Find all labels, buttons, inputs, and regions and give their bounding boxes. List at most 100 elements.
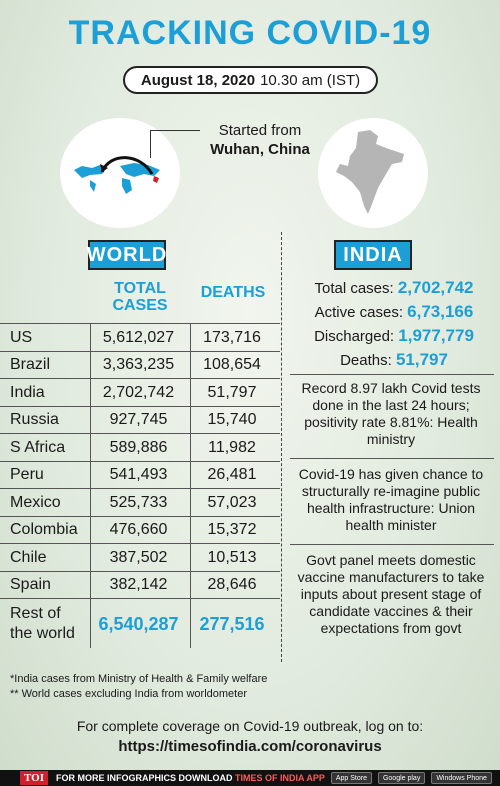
stat-label: Deaths: <box>340 352 392 369</box>
india-stat-total: Total cases: 2,702,742 <box>288 276 500 300</box>
app-store-badge[interactable]: App Store <box>330 772 372 784</box>
table-row: Chile 387,502 10,513 <box>0 546 280 569</box>
india-stat-deaths: Deaths: 51,797 <box>288 348 500 372</box>
total-cases-cell: 382,142 <box>109 576 168 593</box>
map-land-americas <box>74 165 106 178</box>
stat-value: 2,702,742 <box>397 278 474 297</box>
deaths-cell: 15,740 <box>207 411 257 428</box>
table-row: Colombia 476,660 15,372 <box>0 519 280 542</box>
deaths-cell: 51,797 <box>207 383 257 401</box>
table-row: US 5,612,027 173,716 <box>0 326 280 349</box>
india-note-vaccine: Govt panel meets domestic vaccine manufa… <box>297 552 485 636</box>
country-cell: Russia <box>10 411 59 428</box>
table-divider <box>0 323 280 324</box>
country-cell: Chile <box>10 548 47 566</box>
country-cell: India <box>10 383 45 401</box>
table-row: S Africa 589,886 11,982 <box>0 436 280 459</box>
table-row: Mexico 525,733 57,023 <box>0 491 280 514</box>
toi-logo: TOI <box>20 771 48 785</box>
stat-label: Active cases: <box>314 304 403 321</box>
india-outline <box>336 130 404 214</box>
india-banner: INDIA <box>334 240 412 270</box>
total-cases-cell: 589,886 <box>109 438 168 456</box>
india-divider-3 <box>290 544 494 545</box>
stat-value: 6,73,166 <box>407 302 474 321</box>
country-cell: Brazil <box>10 356 51 373</box>
origin-line1: Started from <box>218 122 302 139</box>
deaths-cell: 173,716 <box>203 328 261 346</box>
deaths-cell: 10,513 <box>207 548 257 566</box>
india-stat-discharged: Discharged: 1,977,779 <box>288 324 500 348</box>
rest-total: 6,540,287 <box>98 613 179 634</box>
arrow-head-icon <box>100 164 108 172</box>
table-divider <box>0 378 280 379</box>
total-cases-cell: 476,660 <box>109 521 168 538</box>
table-row: Peru 541,493 26,481 <box>0 464 280 487</box>
table-divider <box>0 543 280 544</box>
table-divider <box>0 433 280 434</box>
windows-phone-badge[interactable]: Windows Phone <box>431 772 492 784</box>
total-cases-cell: 541,493 <box>109 466 168 483</box>
leader-line-vertical <box>150 130 151 158</box>
footnote-india: *India cases from Ministry of Health & F… <box>10 673 268 685</box>
deaths-cell: 26,481 <box>207 466 257 483</box>
app-promo: FOR MORE INFOGRAPHICS DOWNLOAD TIMES OF … <box>56 773 325 783</box>
section-divider <box>281 232 282 662</box>
total-cases-cell: 3,363,235 <box>102 356 175 373</box>
date-pill: August 18, 2020 10.30 am (IST) <box>123 66 378 94</box>
app-promo-text: FOR MORE INFOGRAPHICS DOWNLOAD <box>55 773 235 783</box>
stat-label: Total cases: <box>314 280 394 297</box>
bottom-bar: TOI FOR MORE INFOGRAPHICS DOWNLOAD TIMES… <box>0 770 500 786</box>
country-cell: Peru <box>10 466 44 483</box>
total-cases-cell: 525,733 <box>109 493 168 511</box>
map-china-marker <box>153 176 159 183</box>
table-divider <box>0 350 280 352</box>
rest-deaths: 277,516 <box>199 613 265 634</box>
rest-label: Rest of the world <box>10 604 75 644</box>
table-row-rest: Rest of the world 6,540,287 277,516 <box>0 604 280 644</box>
footnote-world: ** World cases excluding India from worl… <box>10 688 248 700</box>
country-cell: Mexico <box>10 493 61 511</box>
world-map-graphic <box>74 156 160 194</box>
footnotes: *India cases from Ministry of Health & F… <box>10 672 267 702</box>
origin-line2: Wuhan, China <box>210 141 310 158</box>
india-stats: Total cases: 2,702,742 Active cases: 6,7… <box>288 276 500 372</box>
world-banner: WORLD <box>87 240 166 270</box>
table-divider <box>0 460 280 462</box>
leader-line <box>150 130 200 131</box>
india-divider-1 <box>290 374 494 375</box>
table-divider <box>0 598 280 599</box>
page-title: TRACKING COVID-19 <box>68 14 432 52</box>
deaths-cell: 28,646 <box>207 576 257 593</box>
table-divider <box>0 515 280 517</box>
stat-value: 51,797 <box>395 350 448 369</box>
rest-label-line1: Rest of <box>10 605 61 622</box>
country-cell: S Africa <box>10 438 66 456</box>
india-divider-2 <box>290 458 494 459</box>
footer-link[interactable]: https://timesofindia.com/coronavirus <box>118 738 382 755</box>
world-map <box>60 118 180 228</box>
map-land-africa <box>122 178 132 194</box>
country-cell: Spain <box>10 576 51 593</box>
date-text: August 18, 2020 <box>140 71 256 89</box>
table-row: Russia 927,745 15,740 <box>0 409 280 432</box>
stat-label: Discharged: <box>314 328 395 345</box>
india-map-graphic <box>336 130 404 214</box>
india-stat-active: Active cases: 6,73,166 <box>288 300 500 324</box>
table-row: Spain 382,142 28,646 <box>0 574 280 597</box>
deaths-cell: 108,654 <box>203 356 261 373</box>
map-land-eurasia <box>120 163 160 177</box>
total-cases-cell: 5,612,027 <box>102 328 175 346</box>
stat-value: 1,977,779 <box>398 326 474 345</box>
india-note-tests: Record 8.97 lakh Covid tests done in the… <box>301 380 481 447</box>
footer-text: For complete coverage on Covid-19 outbre… <box>76 718 424 734</box>
india-map <box>318 118 428 228</box>
india-note-infrastructure: Covid-19 has given chance to structurall… <box>298 466 484 533</box>
origin-callout: Started from Wuhan, China <box>200 122 320 158</box>
total-cases-cell: 387,502 <box>109 548 168 566</box>
table-row: Brazil 3,363,235 108,654 <box>0 354 280 377</box>
col-separator-2 <box>190 324 191 648</box>
deaths-cell: 11,982 <box>208 438 256 456</box>
col-separator-1 <box>90 324 91 648</box>
google-play-badge[interactable]: Google play <box>377 772 426 784</box>
